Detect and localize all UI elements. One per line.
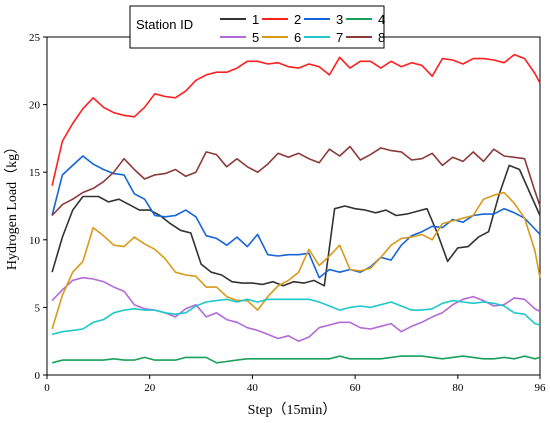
y-axis-label: Hydrogen Load（kg） <box>4 140 20 270</box>
x-tick-label: 60 <box>350 382 362 394</box>
x-tick-label: 20 <box>144 382 156 394</box>
series-line-5 <box>51 276 541 342</box>
y-tick-label: 20 <box>29 100 41 112</box>
y-tick-label: 0 <box>35 370 41 382</box>
y-tick-label: 25 <box>29 32 41 44</box>
series-lines <box>51 53 541 364</box>
legend-entry-8: 8 <box>378 30 385 45</box>
axes: 0 20 40 60 80 96 0 5 10 15 20 25 <box>29 32 546 394</box>
legend: Station ID 1 2 3 4 5 6 7 8 <box>129 5 385 49</box>
series-line-2 <box>51 53 541 186</box>
legend-entry-3: 3 <box>336 12 343 27</box>
series-line-6 <box>51 191 541 330</box>
legend-entry-4: 4 <box>378 12 385 27</box>
x-axis-label: Step（15min） <box>248 402 337 418</box>
series-line-4 <box>51 355 541 364</box>
legend-entry-7: 7 <box>336 30 343 45</box>
y-tick-label: 15 <box>29 167 41 179</box>
x-tick-label: 96 <box>535 382 547 394</box>
x-tick-label: 80 <box>452 382 464 394</box>
x-tick-label: 0 <box>44 382 50 394</box>
legend-title: Station ID <box>136 17 193 32</box>
series-line-3 <box>51 155 541 279</box>
legend-entry-6: 6 <box>294 30 301 45</box>
legend-entry-5: 5 <box>252 30 259 45</box>
x-tick-label: 40 <box>247 382 259 394</box>
legend-entry-2: 2 <box>294 12 301 27</box>
series-line-8 <box>51 145 541 217</box>
y-tick-label: 10 <box>29 235 41 247</box>
plot-frame <box>46 36 541 376</box>
y-tick-label: 5 <box>35 302 41 314</box>
legend-box <box>129 5 385 49</box>
series-line-1 <box>51 164 541 287</box>
series-line-7 <box>51 298 541 336</box>
legend-entry-1: 1 <box>252 12 259 27</box>
